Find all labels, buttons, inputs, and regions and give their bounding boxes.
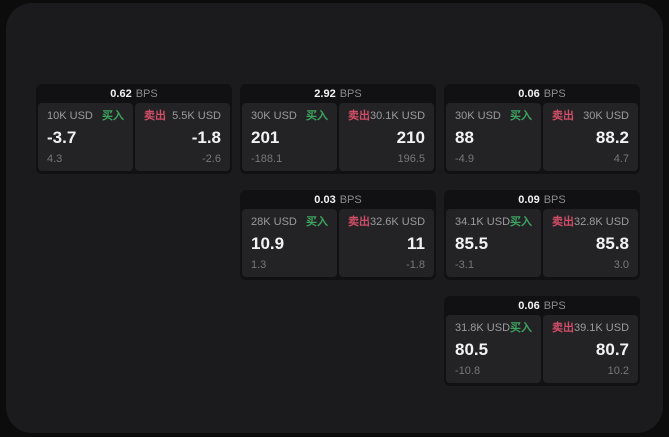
buy-side-label: 买入 [510,322,533,334]
buy-side-label: 买入 [306,110,328,122]
bps-unit-label: BPS [339,87,362,100]
buy-panel[interactable]: 34.1K USD 买入 85.5 -3.1 [446,209,541,277]
bps-header: 0.62 BPS [36,84,232,103]
quote-card: 2.92 BPS 30K USD 买入 201 -188.1 卖出 30.1K … [240,84,436,174]
sell-side-label: 卖出 [144,110,166,122]
bps-value: 0.06 [518,87,540,100]
buy-amount: 31.8K USD [455,322,511,334]
quote-card: 0.03 BPS 28K USD 买入 10.9 1.3 卖出 32.6K US… [240,190,436,280]
buy-price: 201 [251,127,280,147]
bps-header: 0.03 BPS [240,190,436,209]
sell-amount: 30.1K USD [369,110,426,122]
sell-panel[interactable]: 卖出 32.8K USD 85.8 3.0 [543,209,638,277]
sell-price: 80.7 [595,339,629,359]
quotes-panel: 0.62 BPS 10K USD 买入 -3.7 4.3 卖出 5.5K USD… [6,3,663,433]
sell-price: 11 [407,233,425,253]
sell-delta: -1.8 [406,259,425,271]
quote-card: 0.09 BPS 34.1K USD 买入 85.5 -3.1 卖出 32.8K… [444,190,640,280]
buy-delta: -3.1 [455,259,474,271]
buy-side-label: 买入 [306,216,328,228]
buy-delta: -4.9 [455,153,474,165]
buy-side-label: 买入 [102,110,124,122]
quote-body: 28K USD 买入 10.9 1.3 卖出 32.6K USD 11 -1.8 [240,209,436,280]
sell-delta: -2.6 [202,153,221,165]
sell-delta: 3.0 [613,259,629,271]
sell-side-label: 卖出 [348,216,370,228]
sell-price: 210 [396,127,425,147]
quote-card: 0.06 BPS 31.8K USD 买入 80.5 -10.8 卖出 39.1… [444,296,640,386]
bps-unit-label: BPS [135,87,158,100]
buy-amount: 28K USD [251,216,297,228]
sell-amount: 32.8K USD [573,216,630,228]
bps-value: 0.06 [518,299,540,312]
bps-value: 0.03 [314,193,336,206]
bps-header: 0.06 BPS [444,84,640,103]
sell-panel[interactable]: 卖出 39.1K USD 80.7 10.2 [543,315,638,383]
buy-panel[interactable]: 31.8K USD 买入 80.5 -10.8 [446,315,541,383]
buy-price: 88 [455,127,474,147]
bps-value: 2.92 [314,87,336,100]
sell-amount: 32.6K USD [369,216,426,228]
sell-delta: 10.2 [607,365,629,377]
buy-price: 85.5 [455,233,489,253]
buy-delta: -10.8 [455,365,481,377]
sell-amount: 5.5K USD [172,110,221,122]
sell-panel[interactable]: 卖出 30.1K USD 210 196.5 [339,103,434,171]
sell-side-label: 卖出 [552,110,574,122]
bps-value: 0.62 [110,87,132,100]
buy-side-label: 买入 [510,110,532,122]
bps-unit-label: BPS [339,193,362,206]
bps-unit-label: BPS [543,87,566,100]
buy-side-label: 买入 [510,216,533,228]
bps-value: 0.09 [518,193,540,206]
sell-panel[interactable]: 卖出 5.5K USD -1.8 -2.6 [135,103,230,171]
buy-panel[interactable]: 30K USD 买入 88 -4.9 [446,103,541,171]
buy-amount: 30K USD [455,110,501,122]
bps-unit-label: BPS [543,299,566,312]
sell-price: -1.8 [191,127,221,147]
bps-unit-label: BPS [543,193,566,206]
sell-side-label: 卖出 [348,110,370,122]
sell-panel[interactable]: 卖出 30K USD 88.2 4.7 [543,103,638,171]
buy-delta: 4.3 [47,153,63,165]
bps-header: 0.09 BPS [444,190,640,209]
quote-card: 0.06 BPS 30K USD 买入 88 -4.9 卖出 30K USD 8… [444,84,640,174]
quote-body: 30K USD 买入 88 -4.9 卖出 30K USD 88.2 4.7 [444,103,640,174]
buy-amount: 10K USD [47,110,93,122]
sell-side-label: 卖出 [552,322,574,334]
buy-panel[interactable]: 10K USD 买入 -3.7 4.3 [38,103,133,171]
sell-amount: 39.1K USD [573,322,630,334]
buy-panel[interactable]: 28K USD 买入 10.9 1.3 [242,209,337,277]
bps-header: 0.06 BPS [444,296,640,315]
sell-panel[interactable]: 卖出 32.6K USD 11 -1.8 [339,209,434,277]
buy-panel[interactable]: 30K USD 买入 201 -188.1 [242,103,337,171]
buy-delta: 1.3 [251,259,267,271]
quote-body: 31.8K USD 买入 80.5 -10.8 卖出 39.1K USD 80.… [444,315,640,386]
sell-price: 88.2 [595,127,629,147]
quote-body: 10K USD 买入 -3.7 4.3 卖出 5.5K USD -1.8 -2.… [36,103,232,174]
bps-header: 2.92 BPS [240,84,436,103]
buy-price: 10.9 [251,233,285,253]
buy-amount: 30K USD [251,110,297,122]
sell-delta: 196.5 [397,153,425,165]
sell-amount: 30K USD [583,110,629,122]
buy-price: -3.7 [47,127,77,147]
buy-price: 80.5 [455,339,489,359]
buy-delta: -188.1 [251,153,283,165]
quote-body: 30K USD 买入 201 -188.1 卖出 30.1K USD 210 1… [240,103,436,174]
buy-amount: 34.1K USD [455,216,511,228]
sell-side-label: 卖出 [552,216,574,228]
sell-price: 85.8 [595,233,629,253]
sell-delta: 4.7 [613,153,629,165]
quote-card: 0.62 BPS 10K USD 买入 -3.7 4.3 卖出 5.5K USD… [36,84,232,174]
quote-body: 34.1K USD 买入 85.5 -3.1 卖出 32.8K USD 85.8… [444,209,640,280]
